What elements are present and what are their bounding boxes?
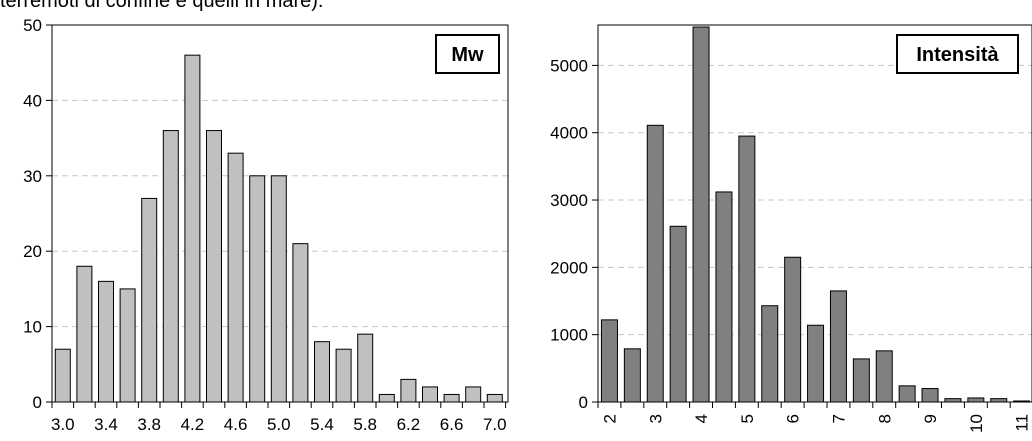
- intensita-plot-frame: [597, 24, 1032, 403]
- intensita-ytick-label: 0: [579, 393, 588, 412]
- mw-xtick-label: 4.6: [224, 415, 248, 434]
- mw-xtick-label: 7.0: [483, 415, 507, 434]
- intensita-bar: [944, 398, 962, 403]
- mw-xtick-label: 4.2: [181, 415, 205, 434]
- intensita-ytick-label: 4000: [550, 124, 588, 143]
- intensita-xtick-label: 8: [875, 414, 894, 423]
- mw-xtick-label: 5.8: [353, 415, 377, 434]
- mw-bar: [119, 288, 136, 403]
- mw-bar: [162, 130, 179, 403]
- intensita-bar: [646, 124, 664, 403]
- mw-bar: [465, 386, 482, 403]
- intensita-bar: [829, 290, 847, 403]
- intensita-bar: [715, 191, 733, 403]
- mw-bar: [98, 280, 114, 403]
- mw-bar: [292, 243, 309, 403]
- intensita-bar: [967, 397, 985, 403]
- intensita-xtick-label: 9: [921, 414, 940, 423]
- mw-ytick-label: 10: [23, 318, 42, 337]
- caption-fragment: terremoti di confine e quelli in mare).: [0, 0, 324, 12]
- mw-bar: [443, 393, 460, 403]
- intensita-bar: [990, 398, 1008, 403]
- intensita-xtick-label: 10: [967, 414, 986, 433]
- intensita-xtick-label: 2: [600, 414, 619, 423]
- intensita-bar: [761, 305, 779, 403]
- mw-bar: [314, 341, 330, 403]
- mw-ytick-label: 50: [23, 16, 42, 35]
- intensita-bar: [600, 319, 618, 403]
- mw-plot-frame: [51, 24, 509, 403]
- mw-xtick-label: 6.6: [440, 415, 464, 434]
- mw-bar: [270, 175, 287, 403]
- mw-xtick-label: 3.0: [51, 415, 75, 434]
- intensita-ytick-label: 2000: [550, 258, 588, 277]
- mw-xtick-label: 3.8: [137, 415, 161, 434]
- intensita-bar: [692, 26, 710, 403]
- mw-bar: [486, 393, 503, 403]
- mw-xtick-label: 5.0: [267, 415, 291, 434]
- intensita-bar: [738, 135, 756, 403]
- intensita-bar: [807, 324, 825, 403]
- mw-bar: [422, 386, 438, 403]
- intensita-bar: [623, 348, 641, 403]
- mw-bar: [206, 130, 222, 403]
- intensita-bar: [852, 358, 870, 403]
- intensita-bar: [921, 388, 939, 403]
- mw-ytick-label: 30: [23, 167, 42, 186]
- intensita-bar: [669, 225, 687, 403]
- intensita-label-box: [896, 34, 1019, 74]
- intensita-xtick-label: 6: [784, 414, 803, 423]
- intensita-xtick-label: 5: [738, 414, 757, 423]
- mw-bar: [184, 54, 201, 403]
- mw-bar: [335, 348, 352, 403]
- mw-label-box: [435, 34, 500, 74]
- intensita-label-text: Intensità: [916, 44, 999, 66]
- mw-bar: [141, 197, 158, 403]
- mw-bar: [76, 265, 93, 403]
- intensita-xtick-label: 4: [692, 414, 711, 423]
- intensita-bar: [898, 385, 916, 403]
- mw-ytick-label: 20: [23, 242, 42, 261]
- intensita-bar: [875, 350, 893, 403]
- mw-bar: [357, 333, 374, 403]
- mw-xtick-label: 5.4: [310, 415, 334, 434]
- mw-xtick-label: 6.2: [397, 415, 421, 434]
- mw-bar: [227, 152, 244, 403]
- mw-bar: [378, 393, 395, 403]
- mw-label-text: Mw: [451, 44, 484, 66]
- mw-bar: [54, 348, 71, 403]
- mw-bar: [249, 175, 266, 403]
- mw-ytick-label: 40: [23, 91, 42, 110]
- mw-ytick-label: 0: [33, 393, 42, 412]
- intensita-xtick-label: 11: [1013, 414, 1032, 432]
- intensita-xtick-label: 3: [646, 414, 665, 423]
- intensita-chart: 0 1000 2000 3000 4000 5000 2 3 4 5 6 7 8 9 10 11 Intensi…: [550, 24, 1032, 433]
- mw-xtick-label: 3.4: [94, 415, 118, 434]
- mw-chart: 0 10 20 30 40 50 3.0 3.4 3.8 4.2 4.6 5.0 5.4 5.8 6.2 6.…: [23, 16, 509, 434]
- intensita-bar: [784, 256, 802, 403]
- intensita-xtick-label: 7: [829, 414, 848, 423]
- mw-bar: [400, 378, 417, 403]
- intensita-ytick-label: 5000: [550, 56, 588, 75]
- intensita-ytick-label: 1000: [550, 326, 588, 345]
- intensita-ytick-label: 3000: [550, 191, 588, 210]
